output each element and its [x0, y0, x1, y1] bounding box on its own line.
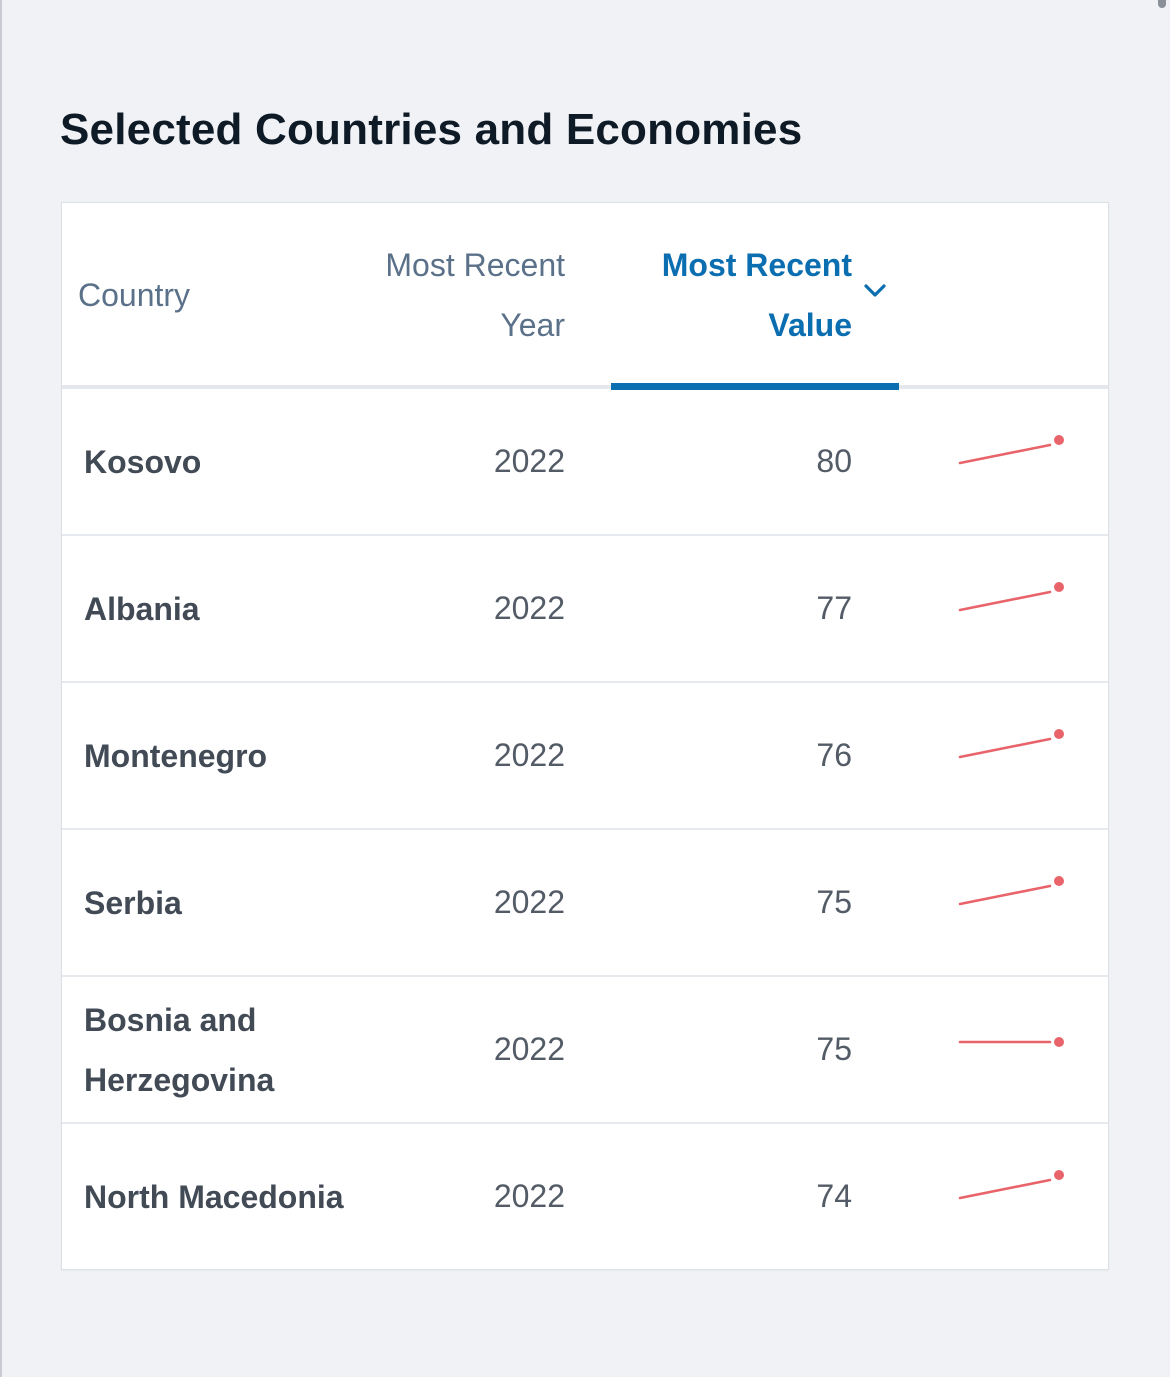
- section-title: Selected Countries and Economies: [60, 105, 803, 154]
- table-row[interactable]: Kosovo 2022 80: [62, 389, 1108, 536]
- country-name[interactable]: Serbia: [84, 884, 182, 921]
- table-header: Country Most Recent Year Most Recent Val…: [62, 203, 1108, 390]
- column-header-country[interactable]: Country: [78, 277, 191, 313]
- active-sort-indicator: [611, 383, 899, 390]
- most-recent-year: 2022: [493, 443, 565, 479]
- country-name[interactable]: Albania: [84, 590, 200, 627]
- country-name[interactable]: Bosnia and Herzegovina: [84, 1001, 275, 1098]
- country-name[interactable]: Montenegro: [84, 737, 268, 774]
- table-row[interactable]: Montenegro 2022 76: [62, 683, 1108, 830]
- table-row[interactable]: Albania 2022 77: [62, 536, 1108, 683]
- most-recent-value: 75: [816, 884, 852, 920]
- table-body: Kosovo 2022 80 Albania 2022 77 Montenegr…: [62, 389, 1108, 1271]
- country-name[interactable]: Kosovo: [84, 443, 202, 480]
- trend-sparkline: [958, 876, 1064, 906]
- most-recent-year: 2022: [493, 1031, 565, 1067]
- most-recent-year: 2022: [493, 737, 565, 773]
- column-header-value[interactable]: Most Recent Value: [661, 247, 852, 343]
- most-recent-value: 75: [816, 1031, 852, 1067]
- most-recent-value: 77: [816, 590, 852, 626]
- trend-sparkline: [958, 729, 1064, 759]
- most-recent-value: 76: [816, 737, 852, 773]
- most-recent-value: 74: [816, 1178, 852, 1214]
- window-edge: [0, 0, 2, 1377]
- countries-table: Country Most Recent Year Most Recent Val…: [61, 202, 1109, 1270]
- table-row[interactable]: Serbia 2022 75: [62, 830, 1108, 977]
- most-recent-value: 80: [816, 443, 852, 479]
- chevron-down-icon[interactable]: [863, 283, 887, 299]
- trend-sparkline: [958, 435, 1064, 465]
- most-recent-year: 2022: [493, 884, 565, 920]
- table-row[interactable]: Bosnia and Herzegovina 2022 75: [62, 977, 1108, 1124]
- trend-sparkline: [958, 582, 1064, 612]
- trend-sparkline: [958, 1170, 1064, 1200]
- most-recent-year: 2022: [493, 590, 565, 626]
- trend-sparkline: [958, 1037, 1064, 1047]
- most-recent-year: 2022: [493, 1178, 565, 1214]
- country-name[interactable]: North Macedonia: [84, 1178, 344, 1215]
- scrollbar-thumb[interactable]: [1158, 0, 1166, 8]
- column-header-year[interactable]: Most Recent Year: [385, 247, 565, 343]
- table-row[interactable]: North Macedonia 2022 74: [62, 1124, 1108, 1271]
